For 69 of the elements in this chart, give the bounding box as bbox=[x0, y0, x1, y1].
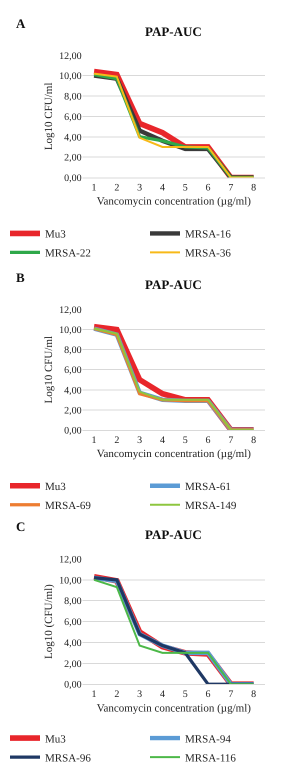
legend-label: MRSA-69 bbox=[45, 500, 92, 512]
x-tick-label: 2 bbox=[114, 689, 120, 700]
y-tick-label: 8,00 bbox=[64, 596, 82, 608]
y-tick-label: 10,00 bbox=[59, 575, 82, 586]
y-axis-title: Log10 CFU/ml bbox=[42, 336, 55, 404]
x-tick-label: 1 bbox=[92, 434, 97, 446]
y-tick-label: 2,00 bbox=[64, 658, 82, 670]
y-tick-label: 0,00 bbox=[64, 425, 82, 436]
x-axis-title: Vancomycin concentration (µg/ml) bbox=[96, 196, 252, 208]
chart-title: PAP-AUC bbox=[145, 277, 202, 292]
legend-label: Mu3 bbox=[45, 228, 66, 241]
legend-label: MRSA-96 bbox=[45, 752, 92, 764]
x-tick-label: 8 bbox=[251, 434, 256, 446]
legend-label: Mu3 bbox=[45, 481, 66, 494]
y-tick-label: 8,00 bbox=[64, 92, 82, 103]
y-tick-label: 10,00 bbox=[59, 325, 82, 336]
x-tick-label: 5 bbox=[182, 689, 188, 700]
y-tick-label: 10,00 bbox=[59, 71, 82, 82]
x-tick-label: 4 bbox=[160, 689, 165, 700]
x-tick-label: 7 bbox=[228, 182, 234, 194]
x-axis-title: Vancomycin concentration (µg/ml) bbox=[96, 702, 252, 714]
y-tick-label: 0,00 bbox=[64, 680, 82, 691]
legend-label: MRSA-16 bbox=[185, 228, 232, 241]
y-tick-label: 2,00 bbox=[64, 152, 82, 164]
legend-label: MRSA-22 bbox=[45, 248, 91, 260]
x-tick-label: 6 bbox=[206, 182, 211, 194]
y-tick-label: 6,00 bbox=[64, 112, 82, 123]
x-tick-label: 5 bbox=[182, 434, 188, 446]
x-tick-label: 3 bbox=[137, 689, 142, 700]
x-tick-label: 4 bbox=[160, 434, 165, 446]
chart-title: PAP-AUC bbox=[145, 24, 202, 39]
x-tick-label: 1 bbox=[92, 182, 97, 194]
x-tick-label: 5 bbox=[182, 182, 188, 194]
y-tick-label: 4,00 bbox=[64, 385, 82, 396]
chart-title: PAP-AUC bbox=[145, 527, 202, 542]
x-tick-label: 1 bbox=[92, 689, 97, 700]
x-tick-label: 3 bbox=[137, 182, 142, 194]
x-tick-label: 3 bbox=[137, 434, 142, 446]
y-axis-title: Log10 (CFU/ml) bbox=[42, 584, 55, 660]
y-tick-label: 6,00 bbox=[64, 617, 82, 628]
x-tick-label: 8 bbox=[251, 689, 256, 700]
x-tick-label: 2 bbox=[114, 182, 120, 194]
text: B bbox=[16, 270, 25, 285]
y-axis-title: Log10 CFU/ml bbox=[42, 82, 55, 150]
y-tick-label: 6,00 bbox=[64, 365, 82, 376]
x-tick-label: 2 bbox=[114, 434, 120, 446]
legend-label: MRSA-94 bbox=[185, 733, 232, 746]
x-tick-label: 7 bbox=[228, 434, 234, 446]
x-tick-label: 8 bbox=[251, 182, 256, 194]
legend-label: MRSA-61 bbox=[185, 481, 231, 494]
text: A bbox=[16, 16, 26, 31]
y-tick-label: 2,00 bbox=[64, 405, 82, 416]
x-tick-label: 4 bbox=[160, 182, 165, 194]
x-tick-label: 6 bbox=[206, 434, 211, 446]
y-tick-label: 12,00 bbox=[59, 305, 82, 316]
legend-label: MRSA-116 bbox=[185, 752, 236, 764]
legend-label: Mu3 bbox=[45, 733, 66, 746]
y-tick-label: 4,00 bbox=[64, 638, 82, 649]
x-tick-label: 6 bbox=[206, 689, 211, 700]
y-tick-label: 8,00 bbox=[64, 345, 82, 356]
y-tick-label: 0,00 bbox=[64, 173, 82, 184]
legend-label: MRSA-36 bbox=[185, 248, 232, 260]
y-tick-label: 12,00 bbox=[59, 554, 82, 566]
legend-label: MRSA-149 bbox=[185, 500, 237, 512]
x-tick-label: 7 bbox=[228, 689, 234, 700]
y-tick-label: 4,00 bbox=[64, 132, 82, 144]
y-tick-label: 12,00 bbox=[59, 50, 82, 62]
text: C bbox=[16, 519, 26, 534]
x-axis-title: Vancomycin concentration (µg/ml) bbox=[96, 448, 252, 460]
